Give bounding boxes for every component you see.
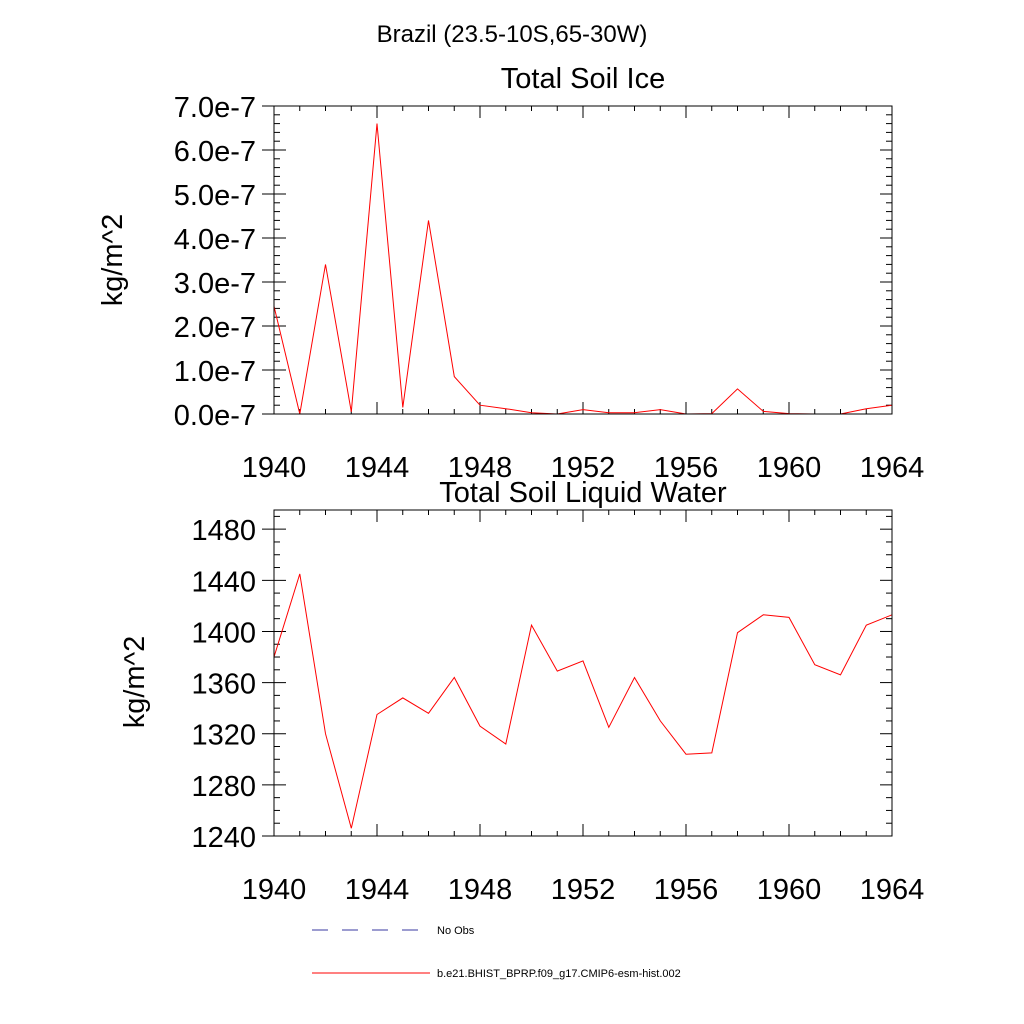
series-group-soil-ice bbox=[273, 123, 893, 415]
x-tick-label-liquid-water: 1964 bbox=[860, 874, 925, 906]
y-tick-label-liquid-water: 1400 bbox=[191, 617, 256, 649]
x-tick-label-soil-ice: 1940 bbox=[242, 452, 307, 484]
x-tick-label-liquid-water: 1960 bbox=[757, 874, 822, 906]
y-tick-label-soil-ice: 1.0e-7 bbox=[174, 356, 256, 388]
y-tick-label-liquid-water: 1240 bbox=[191, 822, 256, 854]
y-tick-label-liquid-water: 1280 bbox=[191, 771, 256, 803]
panel-title-liquid-water: Total Soil Liquid Water bbox=[439, 477, 727, 509]
plot-frame-soil-ice bbox=[273, 105, 893, 415]
panel-title-soil-ice: Total Soil Ice bbox=[501, 63, 665, 95]
y-axis-label-liquid-water: kg/m^2 bbox=[119, 636, 151, 729]
x-tick-label-liquid-water: 1952 bbox=[551, 874, 616, 906]
panel-total-soil-ice: Total Soil Ice kg/m^2 1940 1944 1948 1952 19… bbox=[97, 63, 924, 484]
legend-label-no-obs: No Obs bbox=[437, 925, 475, 937]
y-tick-label-soil-ice: 0.0e-7 bbox=[174, 400, 256, 432]
y-tick-label-liquid-water: 1480 bbox=[191, 515, 256, 547]
y-tick-label-liquid-water: 1360 bbox=[191, 669, 256, 701]
x-tick-label-soil-ice: 1952 bbox=[551, 452, 616, 484]
x-tick-label-liquid-water: 1944 bbox=[345, 874, 410, 906]
legend-label-model: b.e21.BHIST_BPRP.f09_g17.CMIP6-esm-hist.… bbox=[437, 968, 681, 980]
series-line-liquid-water bbox=[273, 573, 893, 829]
y-tick-label-liquid-water: 1440 bbox=[191, 566, 256, 598]
y-tick-label-soil-ice: 3.0e-7 bbox=[174, 268, 256, 300]
x-tick-label-soil-ice: 1956 bbox=[654, 452, 719, 484]
x-tick-label-liquid-water: 1948 bbox=[448, 874, 513, 906]
x-tick-label-soil-ice: 1944 bbox=[345, 452, 410, 484]
y-tick-label-liquid-water: 1320 bbox=[191, 720, 256, 752]
figure-title: Brazil (23.5-10S,65-30W) bbox=[377, 21, 648, 48]
y-tick-label-soil-ice: 2.0e-7 bbox=[174, 312, 256, 344]
series-group-liquid-water bbox=[273, 573, 893, 829]
x-tick-label-liquid-water: 1940 bbox=[242, 874, 307, 906]
x-tick-label-liquid-water: 1956 bbox=[654, 874, 719, 906]
x-tick-label-soil-ice: 1960 bbox=[757, 452, 822, 484]
x-tick-label-soil-ice: 1964 bbox=[860, 452, 925, 484]
series-line-soil-ice bbox=[273, 123, 893, 415]
y-tick-label-soil-ice: 6.0e-7 bbox=[174, 136, 256, 168]
y-tick-label-soil-ice: 5.0e-7 bbox=[174, 180, 256, 212]
ticks-liquid-water: 1940 1944 1948 1952 1956 1960 1964 1240 1280 1320… bbox=[191, 510, 924, 906]
plot-frame-liquid-water bbox=[273, 509, 893, 837]
y-tick-label-soil-ice: 4.0e-7 bbox=[174, 224, 256, 256]
legend: No Obs b.e21.BHIST_BPRP.f09_g17.CMIP6-es… bbox=[312, 925, 681, 980]
ticks-soil-ice: 1940 1944 1948 1952 1956 1960 1964 0.0e-7 1.0e-7… bbox=[174, 92, 924, 484]
panel-total-soil-liquid-water: Total Soil Liquid Water kg/m^2 1940 1944 1… bbox=[119, 477, 924, 906]
y-tick-label-soil-ice: 7.0e-7 bbox=[174, 92, 256, 124]
x-tick-label-soil-ice: 1948 bbox=[448, 452, 513, 484]
y-axis-label-soil-ice: kg/m^2 bbox=[97, 214, 129, 307]
